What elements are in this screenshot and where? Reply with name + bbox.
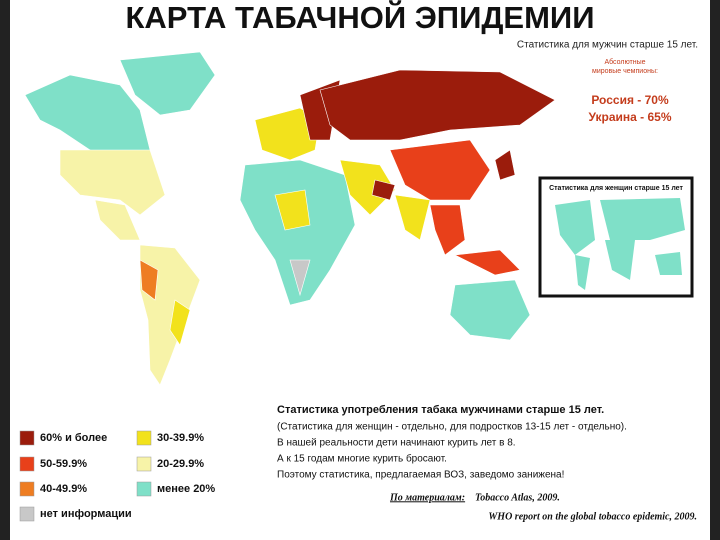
legend-swatch [19,481,35,497]
champions-label: Абсолютные мировые чемпионы: [592,59,658,75]
legend-label: 60% и более [40,432,107,444]
legend-label: нет информации [40,508,132,520]
world-map [24,51,556,386]
region [59,149,166,216]
champion: Россия - 70% [591,93,669,107]
source: Tobacco Atlas, 2009. [475,492,560,503]
region [274,189,311,231]
region [254,107,321,161]
region [94,199,141,241]
region [371,179,396,201]
note-line: Поэтому статистика, предлагаемая ВОЗ, за… [277,470,564,481]
note-line: А к 15 годам многие курить бросают. [277,453,447,465]
inset-map [555,198,685,290]
region [494,149,516,181]
region [655,252,682,275]
note-line: В нашей реальности дети начинают курить … [277,438,516,449]
champion: Украина - 65% [589,110,672,124]
legend-swatch [19,456,35,472]
title: КАРТА ТАБАЧНОЙ ЭПИДЕМИИ [126,0,595,35]
legend-swatch [19,430,35,446]
legend-swatch [136,430,152,446]
region [600,198,685,240]
subtitle: Статистика для мужчин старше 15 лет. [517,40,698,51]
legend-swatch [136,481,152,497]
region [555,200,595,255]
note-line: (Статистика для женщин - отдельно, для п… [277,422,627,433]
region [449,279,531,341]
legend-label: 50-59.9% [40,458,87,470]
legend-label: менее 20% [157,483,215,495]
region [575,255,590,290]
region [394,194,431,241]
legend: 60% и более 50-59.9% 40-49.9% нет информаци… [19,430,215,522]
legend-swatch [19,506,35,522]
legend-label: 20-29.9% [157,458,204,470]
region [119,51,216,116]
region [169,299,191,346]
frame-right [710,0,720,540]
region [239,159,356,306]
inset-title: Статистика для женщин старше 15 лет [549,185,683,192]
note-heading: Статистика употребления табака мужчинами… [277,404,604,416]
region [605,240,635,280]
region [429,204,466,256]
region [453,249,521,276]
note: (Статистика для женщин - отдельно, для п… [277,422,627,481]
region [339,159,396,216]
region [24,74,151,161]
region [139,259,159,301]
legend-label: 30-39.9% [157,432,204,444]
region [289,259,311,297]
legend-swatch [136,456,152,472]
source-prefix: По материалам: [389,492,465,503]
source: WHO report on the global tobacco epidemi… [488,511,697,522]
champions-label-box: Абсолютные мировые чемпионы: [592,59,658,75]
frame-left [0,0,10,540]
region [389,139,491,201]
legend-label: 40-49.9% [40,483,87,495]
region [319,69,556,141]
